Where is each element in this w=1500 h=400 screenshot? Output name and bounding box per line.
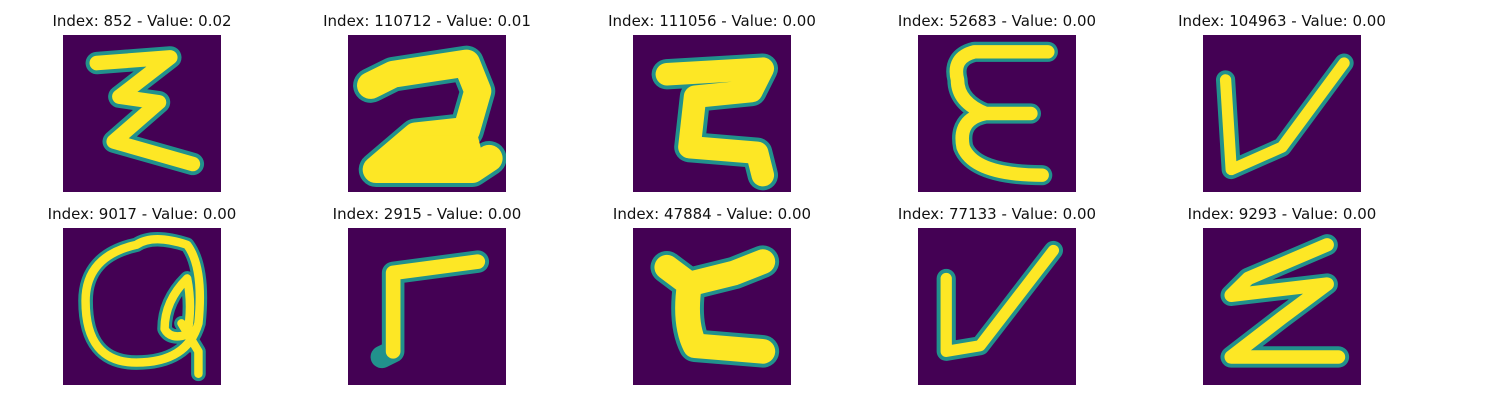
glyph-image	[1203, 228, 1361, 385]
tile-panel: Index: 9293 - Value: 0.00	[1140, 193, 1424, 385]
tile-title: Index: 47884 - Value: 0.00	[612, 205, 812, 223]
glyph-Z-strokes	[1220, 234, 1350, 368]
tile-title: Index: 9017 - Value: 0.00	[47, 205, 237, 223]
glyph-Q-strokes	[78, 231, 208, 382]
tile-title: Index: 852 - Value: 0.02	[52, 12, 232, 30]
tile-panel: Index: 2915 - Value: 0.00	[285, 193, 569, 385]
tile-title: Index: 111056 - Value: 0.00	[608, 12, 816, 30]
glyph-Z-strokes	[651, 53, 779, 191]
tile-panel: Index: 110712 - Value: 0.01	[285, 0, 569, 192]
tile-panel: Index: 9017 - Value: 0.00	[0, 193, 284, 385]
tile-title: Index: 77133 - Value: 0.00	[897, 205, 1097, 223]
glyph-2-strokes	[353, 45, 506, 187]
tile-title: Index: 110712 - Value: 0.01	[323, 12, 531, 30]
glyph-image	[918, 228, 1076, 385]
tile-panel: Index: 104963 - Value: 0.00	[1140, 0, 1424, 192]
glyph-image	[63, 228, 221, 385]
glyph-V-strokes	[936, 240, 1064, 361]
glyph-t-strokes	[650, 245, 780, 368]
glyph-image	[63, 35, 221, 192]
tile-title: Index: 2915 - Value: 0.00	[332, 205, 522, 223]
tile-title: Index: 52683 - Value: 0.00	[897, 12, 1097, 30]
glyph-image	[918, 35, 1076, 192]
glyph-Z-strokes	[85, 46, 205, 176]
glyph-image	[348, 228, 506, 385]
tile-panel: Index: 77133 - Value: 0.00	[855, 193, 1139, 385]
glyph-E-strokes	[946, 41, 1058, 186]
tile-panel: Index: 111056 - Value: 0.00	[570, 0, 854, 192]
glyph-image	[633, 35, 791, 192]
glyph-image	[348, 35, 506, 192]
tile-panel: Index: 47884 - Value: 0.00	[570, 193, 854, 385]
tile-title: Index: 104963 - Value: 0.00	[1178, 12, 1386, 30]
tile-title: Index: 9293 - Value: 0.00	[1187, 205, 1377, 223]
glyph-image	[1203, 35, 1361, 192]
tile-panel: Index: 52683 - Value: 0.00	[855, 0, 1139, 192]
glyph-V-strokes	[1215, 53, 1354, 180]
glyph-image	[633, 228, 791, 385]
tile-panel: Index: 852 - Value: 0.02	[0, 0, 284, 192]
glyph-r-strokes	[370, 250, 490, 369]
